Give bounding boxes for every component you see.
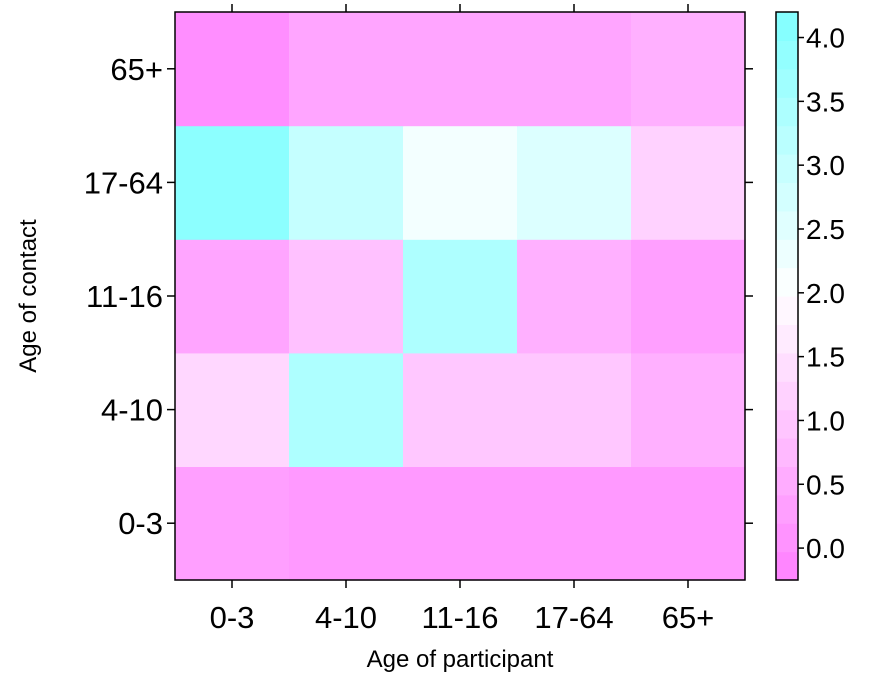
y-axis-title: Age of contact (15, 219, 42, 373)
colorbar-segment (776, 494, 798, 524)
x-tick-label: 0-3 (210, 600, 255, 635)
colorbar-tick-label: 1.5 (806, 342, 845, 373)
colorbar-segment (776, 523, 798, 553)
colorbar-segment (776, 12, 798, 41)
heatmap-cell (517, 352, 632, 467)
colorbar-segment (776, 438, 798, 467)
colorbar-segment (776, 239, 798, 269)
heatmap-cell (631, 352, 746, 467)
colorbar-segment (776, 466, 798, 496)
heatmap-cell (631, 125, 746, 240)
colorbar: 0.0 0.5 1.0 1.5 2.0 2.5 3.0 3.5 4.0 (775, 11, 845, 581)
colorbar-segment (776, 381, 798, 411)
colorbar-segment (776, 97, 798, 127)
y-tick-label: 17-64 (84, 165, 163, 200)
colorbar-segment (776, 296, 798, 325)
x-tick-label: 11-16 (422, 600, 499, 635)
colorbar-segment (776, 154, 798, 183)
y-axis: 0-3 4-10 11-16 17-64 65+ (84, 52, 753, 541)
colorbar-segment (776, 551, 798, 581)
heatmap-cell (403, 352, 518, 467)
colorbar-segment (776, 182, 798, 212)
colorbar-segment (776, 125, 798, 155)
heatmap-cell (289, 352, 404, 467)
colorbar-tick-label: 3.5 (806, 86, 845, 117)
heatmap-cell (631, 466, 746, 581)
heatmap-cell (517, 466, 632, 581)
x-tick-label: 4-10 (315, 600, 377, 635)
y-tick-label: 11-16 (86, 279, 163, 314)
heatmap-cell (403, 239, 518, 354)
heatmap-cell (175, 12, 290, 127)
colorbar-segment (776, 267, 798, 297)
colorbar-segment (776, 210, 798, 240)
heatmap-cell (175, 352, 290, 467)
colorbar-tick-label: 1.0 (806, 405, 845, 436)
x-tick-label: 17-64 (534, 600, 613, 635)
heatmap-cell (403, 12, 518, 127)
y-tick-label: 0-3 (118, 506, 163, 541)
x-axis-title: Age of participant (367, 646, 554, 673)
colorbar-segment (776, 352, 798, 382)
colorbar-segment (776, 68, 798, 98)
x-axis: 0-3 4-10 11-16 17-64 65+ (210, 4, 715, 635)
colorbar-segment (776, 409, 798, 439)
heatmap-cell (175, 239, 290, 354)
heatmap-cell (289, 239, 404, 354)
colorbar-tick-label: 0.0 (806, 533, 845, 564)
heatmap-cell (289, 466, 404, 581)
heatmap-cell (175, 125, 290, 240)
heatmap-cell (289, 12, 404, 127)
heatmap-cell (289, 125, 404, 240)
heatmap-cells (175, 12, 746, 581)
y-tick-label: 4-10 (101, 393, 163, 428)
heatmap-cell (517, 125, 632, 240)
heatmap-cell (403, 466, 518, 581)
y-tick-label: 65+ (110, 52, 163, 87)
colorbar-tick-label: 2.0 (806, 278, 845, 309)
colorbar-tick-label: 0.5 (806, 469, 845, 500)
x-tick-label: 65+ (662, 600, 715, 635)
colorbar-segment (776, 40, 798, 70)
heatmap-cell (631, 12, 746, 127)
colorbar-frame (775, 11, 799, 581)
heatmap-cell (517, 239, 632, 354)
heatmap-cell (175, 466, 290, 581)
heatmap-cell (403, 125, 518, 240)
heatmap-cell (631, 239, 746, 354)
colorbar-tick-label: 2.5 (806, 214, 845, 245)
heatmap-cell (517, 12, 632, 127)
colorbar-segment (776, 324, 798, 354)
colorbar-tick-label: 3.0 (806, 150, 845, 181)
colorbar-tick-label: 4.0 (806, 23, 845, 54)
